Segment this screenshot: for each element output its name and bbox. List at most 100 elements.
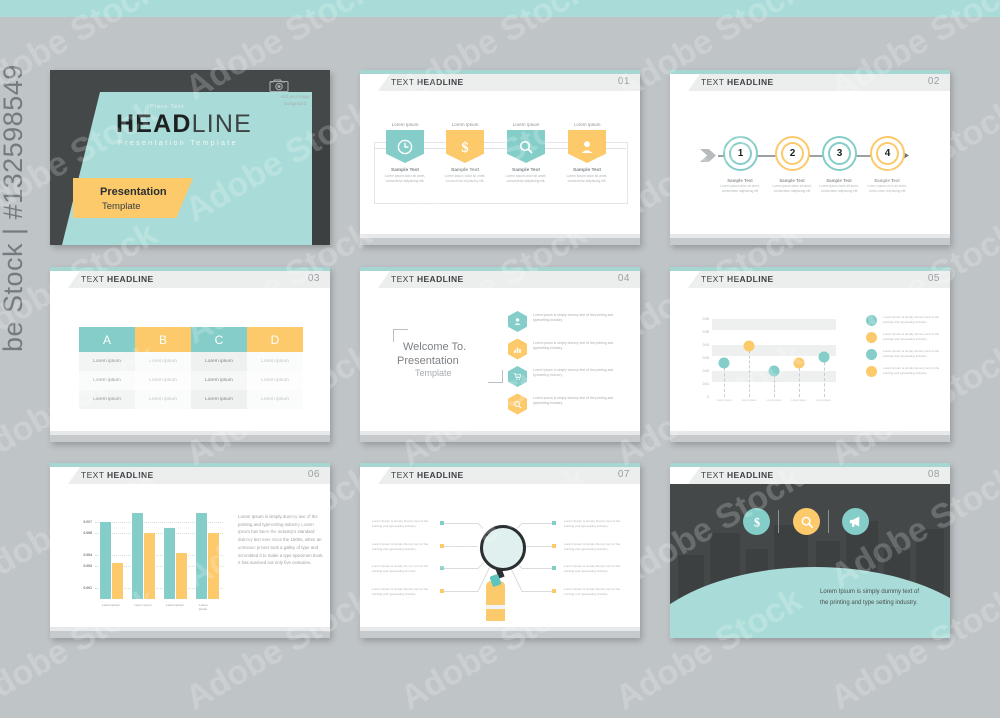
- timeline-node[interactable]: 4: [870, 136, 904, 171]
- callout-text-left: Lorem Ipsum is simply dummy text of the …: [372, 542, 438, 551]
- x-axis-tick-label: Lorem ipsum: [134, 603, 152, 607]
- table-cell: Lorem ipsum: [191, 390, 247, 409]
- list-item[interactable]: Lorem Ipsum is simply dummy text of the …: [508, 366, 630, 387]
- table-cell: Lorem ipsum: [79, 352, 135, 371]
- callout-marker: [440, 521, 444, 525]
- chart-data-point[interactable]: [769, 366, 780, 377]
- slide-header-text: TEXT HEADLINE: [391, 77, 464, 87]
- slide-number: 07: [618, 469, 630, 480]
- chart-bar[interactable]: [112, 563, 123, 599]
- timeline-number: 4: [876, 142, 899, 165]
- chart-bar[interactable]: [164, 528, 175, 600]
- table-cell: Lorem ipsum: [135, 371, 191, 390]
- ribbon-item[interactable]: Lorem Ipsum Sample Text Lorem ipsum dolo…: [382, 122, 428, 184]
- table-column-header[interactable]: A: [79, 327, 135, 352]
- chart-bar[interactable]: [196, 513, 207, 599]
- slide-header: TEXT HEADLINE 03: [50, 267, 330, 291]
- ribbon-item[interactable]: Lorem Ipsum Sample Text Lorem ipsum dolo…: [564, 122, 610, 184]
- header-bold: HEADLINE: [727, 77, 774, 87]
- table-column-header[interactable]: D: [247, 327, 303, 352]
- slide-title[interactable]: Place Text HEADLINE Presentation Templat…: [50, 70, 330, 245]
- chart-data-point[interactable]: [818, 351, 829, 362]
- x-axis-tick-label: Lorem ipsum: [763, 399, 785, 403]
- connector-line: [478, 563, 484, 569]
- svg-text:$: $: [461, 140, 469, 155]
- x-axis-tick-label: Lorem ipsum: [738, 399, 760, 403]
- table-column-header[interactable]: C: [191, 327, 247, 352]
- timeline-node[interactable]: 2: [775, 136, 809, 171]
- legend-item[interactable]: Lorem Ipsum is simply dummy text of the …: [866, 366, 948, 377]
- ribbon-item[interactable]: Lorem Ipsum Sample Text Lorem ipsum dolo…: [503, 122, 549, 184]
- timeline-desc: Lorem ipsum dolor sit amet, consectetur …: [766, 184, 818, 193]
- timeline-node[interactable]: 3: [822, 136, 856, 171]
- header-bold: HEADLINE: [417, 77, 464, 87]
- slide-number: 03: [308, 273, 320, 284]
- data-table[interactable]: A B C D Lorem ipsum Lorem ipsum Lorem ip…: [79, 327, 303, 409]
- hexagon-shape: [508, 311, 527, 332]
- timeline-node[interactable]: 1: [723, 136, 757, 171]
- table-cell: Lorem ipsum: [79, 371, 135, 390]
- header-light: TEXT: [391, 77, 417, 87]
- chart-bar[interactable]: [176, 553, 187, 599]
- slide-07[interactable]: TEXT HEADLINE 07 Lorem Ipsum is simply d…: [360, 463, 640, 638]
- chart-bar[interactable]: [132, 513, 143, 599]
- callout-text-left: Lorem Ipsum is simply dummy text of the …: [372, 564, 438, 573]
- chart-data-point[interactable]: [793, 358, 804, 369]
- x-axis-tick-label: Lorem ipsum: [713, 399, 735, 403]
- chart-bar[interactable]: [208, 533, 219, 599]
- slide-number: 02: [928, 76, 940, 87]
- list-item[interactable]: Lorem Ipsum is simply dummy text of the …: [508, 311, 630, 332]
- table-column-header[interactable]: B: [135, 327, 191, 352]
- slide-08[interactable]: TEXT HEADLINE 08 $ Lorem Ipsum is simply…: [670, 463, 950, 638]
- table-cell: Lorem ipsum: [191, 371, 247, 390]
- list-item-text: Lorem Ipsum is simply dummy text of the …: [533, 394, 630, 406]
- legend-color-dot: [866, 349, 877, 360]
- chart-data-point[interactable]: [744, 341, 755, 352]
- slide-03[interactable]: TEXT HEADLINE 03 A B C D Lorem ipsum Lor…: [50, 267, 330, 442]
- ribbon-caption: Lorem Ipsum: [442, 122, 488, 127]
- callout-marker: [552, 589, 556, 593]
- feature-circle[interactable]: [842, 508, 869, 535]
- title-ribbon-shape: [73, 178, 193, 218]
- list-item[interactable]: Lorem Ipsum is simply dummy text of the …: [508, 339, 630, 360]
- chart-bar[interactable]: [144, 533, 155, 599]
- hexagon-shape: [508, 366, 527, 387]
- chart-legend: Lorem Ipsum is simply dummy text of the …: [866, 315, 948, 383]
- timeline-desc: Lorem ipsum dolor sit amet, consectetur …: [813, 184, 865, 193]
- legend-item[interactable]: Lorem Ipsum is simply dummy text of the …: [866, 332, 948, 343]
- svg-text:$: $: [753, 515, 759, 529]
- feature-circle[interactable]: [793, 508, 820, 535]
- feature-circle[interactable]: $: [743, 508, 770, 535]
- headline-light-part: LINE: [192, 110, 252, 138]
- chart-bar[interactable]: [100, 522, 111, 599]
- chart-data-point[interactable]: [719, 358, 730, 369]
- slide-01[interactable]: TEXT HEADLINE 01 Lorem Ipsum Sample Text…: [360, 70, 640, 245]
- dollar-icon: $: [750, 515, 764, 529]
- y-axis-tick-label: 0.04: [703, 343, 709, 347]
- ribbon-line-2: Template: [102, 201, 141, 212]
- header-bold: HEADLINE: [107, 470, 154, 480]
- image-placeholder[interactable]: Add your image background: [269, 78, 321, 106]
- ribbon-item[interactable]: Lorem Ipsum $ Sample Text Lorem ipsum do…: [442, 122, 488, 184]
- dollar-icon: $: [457, 139, 473, 155]
- legend-item[interactable]: Lorem Ipsum is simply dummy text of the …: [866, 315, 948, 326]
- chart-band: [712, 319, 836, 330]
- connector-line: [510, 567, 523, 592]
- header-bold: HEADLINE: [417, 274, 464, 284]
- slide-04[interactable]: TEXT HEADLINE 04 Welcome To. Presentatio…: [360, 267, 640, 442]
- x-axis-tick-label: Lorem ipsum: [166, 603, 184, 607]
- timeline-ring: 4: [870, 136, 905, 171]
- slide-number: 01: [618, 76, 630, 87]
- header-light: TEXT: [701, 77, 727, 87]
- slide-number: 04: [618, 273, 630, 284]
- page-title: HEADLINE: [116, 110, 252, 139]
- slide-header-text: TEXT HEADLINE: [701, 470, 774, 480]
- y-axis-tick-label: 0.06: [703, 317, 709, 321]
- list-item[interactable]: Lorem Ipsum is simply dummy text of the …: [508, 394, 630, 415]
- x-axis-tick-label: Lorem ipsum: [199, 603, 215, 611]
- slide-02[interactable]: TEXT HEADLINE 02 1 Sample Text Lorem ips…: [670, 70, 950, 245]
- legend-item[interactable]: Lorem Ipsum is simply dummy text of the …: [866, 349, 948, 360]
- table-cell: Lorem ipsum: [247, 390, 303, 409]
